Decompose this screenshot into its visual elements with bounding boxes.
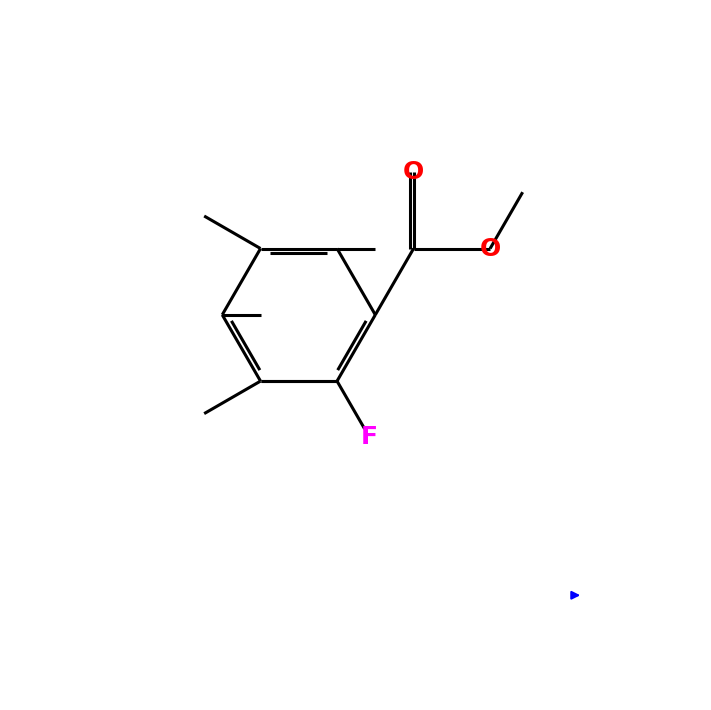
Text: O: O — [479, 236, 501, 261]
Text: O: O — [403, 160, 424, 184]
Text: F: F — [361, 425, 378, 449]
